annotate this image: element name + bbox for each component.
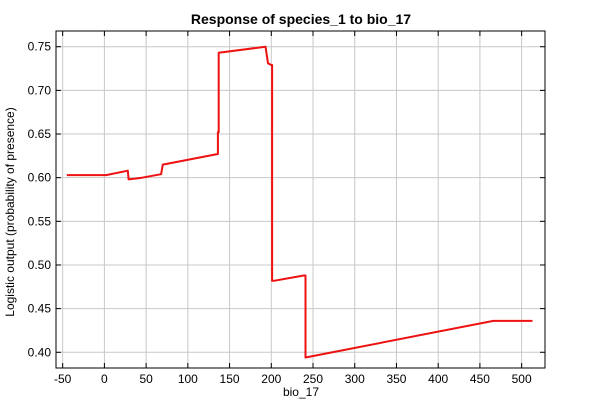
x-tick-label: 200 xyxy=(261,372,281,386)
x-tick-label: 300 xyxy=(345,372,365,386)
x-tick-label: 500 xyxy=(512,372,532,386)
series-line xyxy=(66,45,533,359)
axis-ticks xyxy=(56,31,545,368)
series-layer xyxy=(66,45,533,359)
y-tick-label: 0.45 xyxy=(28,302,52,316)
x-tick-label: 100 xyxy=(178,372,198,386)
tick-labels: -50 0 50 100 150 200 250 300 350 400 450 500 0.40 0.4… xyxy=(28,40,532,386)
y-tick-label: 0.70 xyxy=(28,83,52,97)
x-axis-label: bio_17 xyxy=(283,385,319,399)
y-axis-label: Logistic output (probability of presence… xyxy=(3,107,17,316)
y-tick-label: 0.75 xyxy=(28,40,52,54)
x-tick-label: -50 xyxy=(54,372,72,386)
y-tick-label: 0.65 xyxy=(28,127,52,141)
chart-title: Response of species_1 to bio_17 xyxy=(191,11,411,27)
y-tick-label: 0.60 xyxy=(28,171,52,185)
x-tick-label: 250 xyxy=(303,372,323,386)
x-tick-label: 450 xyxy=(470,372,490,386)
x-tick-label: 0 xyxy=(101,372,108,386)
y-tick-label: 0.40 xyxy=(28,345,52,359)
x-tick-label: 150 xyxy=(220,372,240,386)
x-tick-label: 350 xyxy=(386,372,406,386)
x-tick-label: 50 xyxy=(139,372,153,386)
y-tick-label: 0.50 xyxy=(28,258,52,272)
x-tick-label: 400 xyxy=(428,372,448,386)
y-tick-label: 0.55 xyxy=(28,214,52,228)
plot-frame xyxy=(55,30,546,369)
